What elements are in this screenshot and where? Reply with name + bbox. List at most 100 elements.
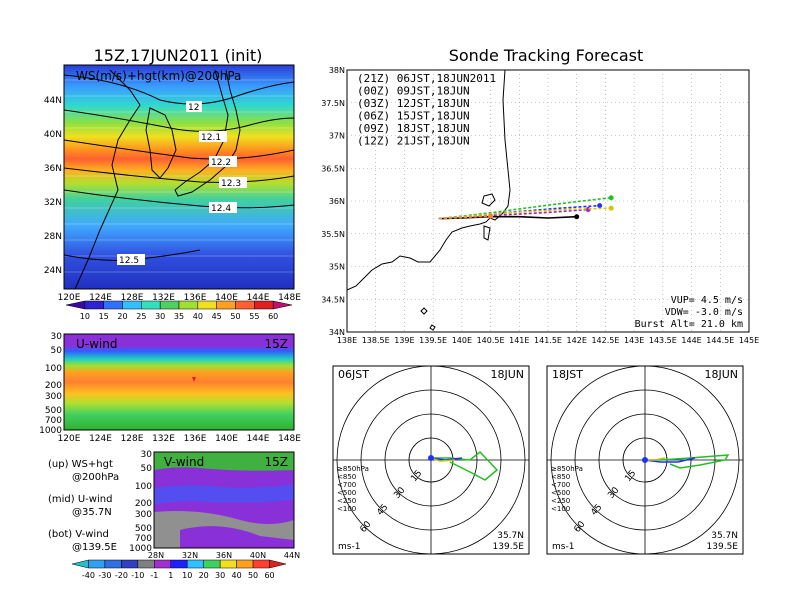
colorbar-label: -10 bbox=[131, 571, 144, 580]
contour-label-bg bbox=[219, 177, 247, 188]
lon-tick-label: 140E bbox=[215, 434, 238, 444]
lon-tick-label: 128E bbox=[121, 293, 144, 303]
lon-tick-label: 139.5E bbox=[419, 336, 447, 345]
colorbar-label: 25 bbox=[136, 312, 146, 321]
height-contour bbox=[64, 189, 294, 209]
colorbar-label: 15 bbox=[99, 312, 109, 321]
lat-tick-label: 36N bbox=[216, 551, 232, 560]
colorbar-label: 40 bbox=[193, 312, 203, 321]
pressure-tick-label: 1000 bbox=[129, 544, 152, 554]
pressure-tick-label: 50 bbox=[141, 464, 153, 474]
contour-label-bg bbox=[186, 101, 202, 112]
contour-label: 12 bbox=[188, 103, 199, 113]
u-wind-label: U-wind bbox=[76, 337, 117, 351]
hodo-legend-entry: <850 bbox=[337, 473, 356, 481]
colorbar-label: 50 bbox=[248, 571, 258, 580]
u-wind-time: 15Z bbox=[265, 337, 289, 351]
colorbar-label: 20 bbox=[199, 571, 209, 580]
coastline bbox=[347, 70, 511, 291]
pressure-tick-label: 100 bbox=[45, 364, 62, 374]
hodo-legend-entry: <500 bbox=[551, 489, 570, 497]
colorbar-swatch bbox=[122, 300, 142, 310]
colorbar-label: 20 bbox=[117, 312, 127, 321]
coastline bbox=[483, 225, 491, 241]
hodo-time: 18JST bbox=[552, 368, 583, 381]
note-bot: (bot) V-wind bbox=[48, 529, 109, 540]
lat-tick-label: 36.5N bbox=[321, 164, 345, 173]
height-contour bbox=[64, 109, 294, 132]
colorbar-label: 60 bbox=[264, 571, 274, 580]
lon-tick-label: 136E bbox=[184, 434, 207, 444]
hodo-lat: 35.7N bbox=[497, 531, 524, 541]
lat-tick-label: 24N bbox=[44, 266, 62, 276]
lon-tick-label: 141.5E bbox=[534, 336, 562, 345]
wind-speed-colorbar: 10 15 20 25 30 35 40 45 50 55 60 bbox=[65, 300, 293, 321]
track-end-point bbox=[608, 205, 614, 211]
lon-tick-label: 144E bbox=[247, 434, 270, 444]
hodo-legend-entry: <250 bbox=[551, 497, 570, 505]
colorbar-swatch bbox=[216, 300, 236, 310]
lat-tick-label: 28N bbox=[148, 551, 164, 560]
lon-tick-label: 141E bbox=[509, 336, 529, 345]
v-wind-time: 15Z bbox=[265, 455, 289, 469]
lon-tick-label: 138E bbox=[337, 336, 357, 345]
lon-tick-label: 139E bbox=[394, 336, 414, 345]
colorbar-swatch bbox=[219, 559, 237, 569]
hodo-legend-entry: <850 bbox=[551, 473, 570, 481]
panel-notes: (up) WS+hgt @200hPa (mid) U-wind @35.7N … bbox=[48, 459, 119, 553]
colorbar-swatch bbox=[235, 300, 255, 310]
colorbar-swatch bbox=[141, 300, 161, 310]
note-mid: (mid) U-wind bbox=[48, 494, 112, 505]
lat-tick-label: 36N bbox=[44, 164, 62, 174]
hodo-legend-entry: ≥850hPa bbox=[337, 465, 369, 473]
colorbar-label: -30 bbox=[98, 571, 111, 580]
colorbar-swatch bbox=[137, 559, 155, 569]
pressure-tick-label: 500 bbox=[45, 406, 62, 416]
max-marker bbox=[192, 377, 196, 382]
contour-label-bg bbox=[209, 156, 237, 167]
pressure-tick-label: 300 bbox=[45, 392, 62, 402]
lon-tick-label: 142.5E bbox=[591, 336, 619, 345]
hodo-unit: ms-1 bbox=[338, 542, 360, 552]
hodograph-trace bbox=[430, 457, 456, 462]
colorbar-label: 30 bbox=[215, 571, 225, 580]
contour-label-bg bbox=[117, 254, 145, 265]
lon-tick-label: 124E bbox=[89, 293, 112, 303]
colorbar-label: 10 bbox=[80, 312, 90, 321]
colorbar-label: 1 bbox=[168, 571, 173, 580]
contour-label: 12.3 bbox=[221, 179, 241, 189]
lon-tick-label: 143.5E bbox=[649, 336, 677, 345]
track-end-point bbox=[488, 213, 494, 219]
pressure-tick-label: 700 bbox=[135, 534, 152, 544]
hodo-lat: 35.7N bbox=[711, 531, 738, 541]
lat-tick-label: 37N bbox=[329, 132, 345, 141]
info-vup: VUP= 4.5 m/s bbox=[671, 295, 743, 306]
colorbar-swatch bbox=[254, 300, 274, 310]
coastline bbox=[74, 69, 141, 289]
lon-tick-label: 148E bbox=[278, 434, 301, 444]
colorbar-label: -20 bbox=[115, 571, 128, 580]
v-wind-label: V-wind bbox=[164, 455, 204, 469]
colorbar-swatch bbox=[170, 559, 188, 569]
wind-speed-map: WS(m/s)+hgt(km)@200hPa 12 12.1 12.2 12.3 12.… bbox=[44, 64, 301, 303]
colorbar-label: 40 bbox=[232, 571, 242, 580]
v-wind-colorbar: -40 -30 -20 -10 -1 1 10 20 30 40 50 60 bbox=[71, 559, 287, 580]
lat-tick-label: 38N bbox=[329, 66, 345, 75]
hodo-legend-entry: ≥850hPa bbox=[551, 465, 583, 473]
pressure-tick-label: 200 bbox=[45, 381, 62, 391]
pressure-tick-label: 1000 bbox=[39, 426, 62, 436]
track-legend-entry: (12Z) 21JST,18JUN bbox=[357, 135, 470, 148]
track-legend-entry: (00Z) 09JST,18JUN bbox=[357, 85, 470, 98]
lon-tick-label: 124E bbox=[89, 434, 112, 444]
hodo-legend-entry: <100 bbox=[551, 505, 570, 513]
colorbar-swatch bbox=[71, 559, 89, 569]
hodo-time: 06JST bbox=[338, 368, 369, 381]
lon-tick-label: 142E bbox=[567, 336, 587, 345]
colorbar-swatch bbox=[121, 559, 139, 569]
colorbar-swatch bbox=[269, 559, 287, 569]
lon-tick-label: 138.5E bbox=[362, 336, 390, 345]
hodo-lon: 139.5E bbox=[493, 542, 525, 552]
pressure-tick-label: 100 bbox=[135, 482, 152, 492]
